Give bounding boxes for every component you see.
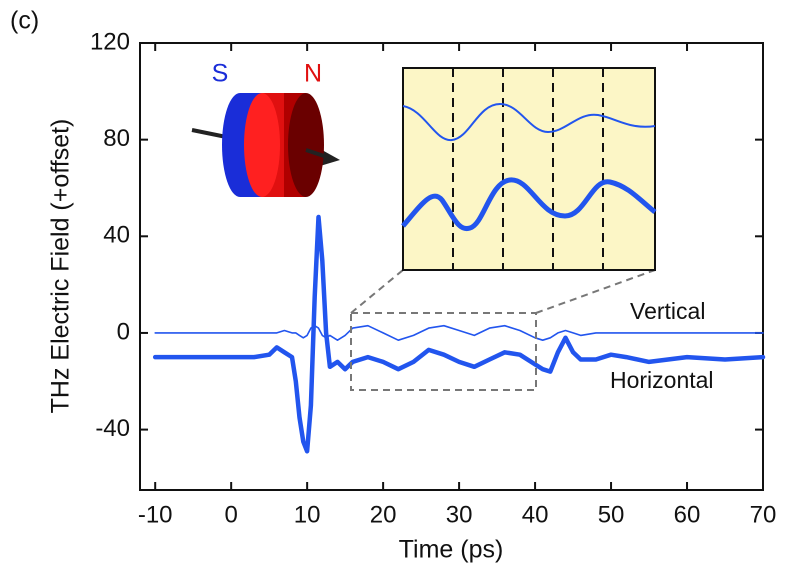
x-tick-label: 20 bbox=[370, 501, 397, 528]
x-tick-label: 40 bbox=[522, 501, 549, 528]
panel-label: (c) bbox=[10, 7, 39, 35]
x-tick-label: 70 bbox=[750, 501, 777, 528]
series-label: Horizontal bbox=[610, 367, 714, 393]
magnet-label-s: S bbox=[212, 60, 229, 88]
x-axis-label: Time (ps) bbox=[399, 536, 504, 564]
zoom-indicator bbox=[350, 269, 656, 391]
y-axis-label: THz Electric Field (+offset) bbox=[47, 119, 75, 414]
x-tick-label: -10 bbox=[138, 501, 173, 528]
series-line bbox=[154, 324, 764, 341]
y-tick-label: -40 bbox=[95, 415, 130, 442]
x-tick-label: 50 bbox=[598, 501, 625, 528]
x-tick-label: 30 bbox=[446, 501, 473, 528]
plot-frame bbox=[139, 42, 764, 491]
plot-area bbox=[139, 42, 766, 491]
magnet-label-n: N bbox=[304, 60, 322, 88]
y-tick-label: 0 bbox=[117, 318, 130, 345]
y-tick-label: 80 bbox=[103, 125, 130, 152]
inset bbox=[401, 67, 657, 271]
series-line bbox=[152, 214, 766, 454]
x-tick-label: 10 bbox=[294, 501, 321, 528]
y-tick-label: 40 bbox=[103, 222, 130, 249]
x-tick-label: 60 bbox=[674, 501, 701, 528]
y-tick-label: 120 bbox=[90, 28, 130, 55]
x-tick-label: 0 bbox=[224, 501, 237, 528]
series-label: Vertical bbox=[630, 298, 705, 324]
magnet-illustration bbox=[191, 93, 340, 197]
